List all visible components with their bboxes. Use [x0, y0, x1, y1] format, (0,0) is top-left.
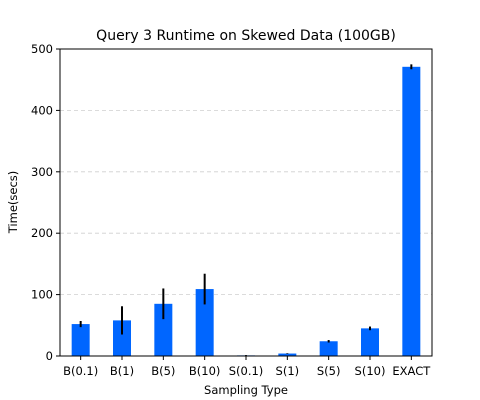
error-bars-layer	[81, 64, 412, 355]
x-tick-label: B(0.1)	[63, 364, 98, 378]
y-tick-label: 0	[46, 349, 53, 363]
grid-layer	[60, 49, 432, 295]
x-tick-label: B(5)	[151, 364, 175, 378]
axes-layer	[60, 49, 432, 356]
plot-frame	[60, 49, 432, 356]
bar	[402, 67, 420, 356]
y-tick-label: 100	[31, 288, 53, 302]
chart-title: Query 3 Runtime on Skewed Data (100GB)	[96, 28, 396, 44]
x-tick-label: S(10)	[355, 364, 386, 378]
bar	[361, 328, 379, 356]
x-tick-label: B(1)	[110, 364, 134, 378]
x-tick-label: S(0.1)	[229, 364, 264, 378]
x-tick-label: S(1)	[276, 364, 300, 378]
y-tick-label: 300	[31, 165, 53, 179]
x-tick-label: S(5)	[317, 364, 341, 378]
y-tick-label: 200	[31, 226, 53, 240]
x-tick-label: B(10)	[189, 364, 221, 378]
x-tick-label: EXACT	[392, 364, 431, 378]
ticks-layer: 0 100 200 300 400 500 B(0.1) B(1) B(5) B(10) S(0.1…	[31, 42, 431, 378]
y-tick-label: 400	[31, 103, 53, 117]
y-tick-label: 500	[31, 42, 53, 56]
x-axis-label: Sampling Type	[204, 383, 288, 397]
bar	[72, 324, 90, 356]
y-axis-label: Time(secs)	[6, 171, 20, 235]
bar	[320, 341, 338, 356]
